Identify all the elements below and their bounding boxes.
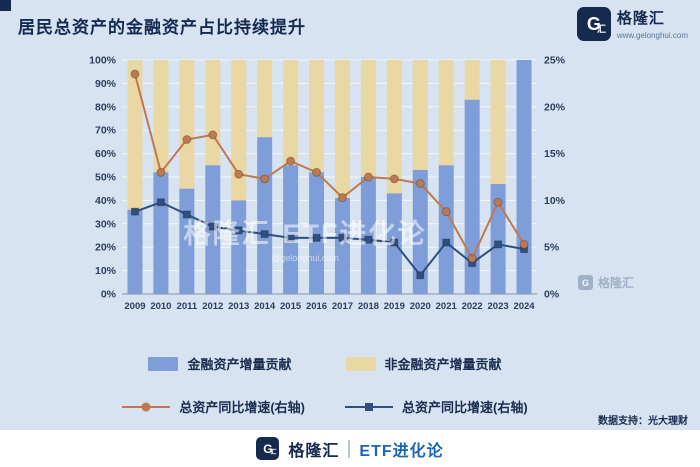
corner-watermark: G 格隆汇: [578, 274, 634, 291]
legend-label-total-growth: 总资产同比增速(右轴): [179, 400, 305, 415]
footer-logo-icon: G 汇: [256, 437, 280, 460]
svg-text:5%: 5%: [544, 242, 560, 254]
legend-swatch-nonfinancial: [345, 356, 376, 371]
svg-text:0%: 0%: [101, 289, 117, 301]
footer-brand-name: 格隆汇: [288, 442, 340, 460]
svg-text:2014: 2014: [254, 301, 276, 312]
svg-text:60%: 60%: [95, 148, 117, 160]
page-title: 居民总资产的金融资产占比持续提升: [18, 18, 306, 37]
svg-text:10%: 10%: [544, 195, 566, 207]
svg-text:0%: 0%: [544, 289, 560, 301]
svg-text:2020: 2020: [410, 301, 431, 312]
svg-text:100%: 100%: [89, 55, 117, 67]
svg-text:2013: 2013: [228, 301, 249, 312]
svg-text:15%: 15%: [544, 148, 566, 160]
logo-char: 汇: [596, 24, 606, 34]
svg-text:20%: 20%: [544, 101, 566, 113]
footer-divider: [348, 439, 351, 458]
svg-text:2017: 2017: [332, 301, 353, 312]
legend-bars: 金融资产增量贡献 非金融资产增量贡献: [85, 354, 565, 373]
svg-text:2018: 2018: [358, 301, 379, 312]
svg-text:90%: 90%: [95, 78, 117, 90]
legend-swatch-financial: [148, 356, 179, 371]
stacked-bar-line-chart: 0% 10% 20% 30% 40% 50% 60% 70% 80% 90% 100% 0% 5% 10%…: [89, 55, 566, 313]
corner-watermark-text: 格隆汇: [598, 276, 635, 290]
svg-text:2015: 2015: [280, 301, 302, 312]
footer-logo-letter: G: [263, 441, 273, 456]
legend-lines: 总资产同比增速(右轴) 总资产同比增速(右轴): [85, 397, 565, 416]
svg-text:2009: 2009: [124, 301, 145, 312]
footer-product-name: ETF进化论: [359, 442, 444, 460]
svg-text:70%: 70%: [95, 125, 117, 137]
brand-url: www.gelonghui.com: [616, 31, 688, 40]
gelonghui-logo-icon: G 汇: [576, 7, 611, 41]
svg-text:2022: 2022: [462, 301, 483, 312]
legend-item-total-growth-2: 总资产同比增速(右轴): [345, 397, 528, 416]
brand-text: 格隆汇 www.gelonghui.com: [617, 7, 688, 40]
brand-name: 格隆汇: [616, 10, 665, 27]
svg-text:2024: 2024: [513, 301, 535, 312]
logo-letter: G: [586, 13, 601, 34]
svg-text:2023: 2023: [488, 301, 509, 312]
corner-decoration: [0, 0, 11, 11]
svg-text:2012: 2012: [202, 301, 223, 312]
brand-header: G 汇 格隆汇 www.gelonghui.com: [576, 7, 688, 41]
chart-area: 0% 10% 20% 30% 40% 50% 60% 70% 80% 90% 100% 0% 5% 10%…: [75, 50, 585, 322]
svg-text:25%: 25%: [544, 55, 566, 67]
legend-item-nonfinancial: 非金融资产增量贡献: [345, 354, 502, 373]
legend-label-financial: 金融资产增量贡献: [187, 357, 292, 372]
legend-item-total-growth: 总资产同比增速(右轴): [122, 397, 305, 416]
svg-text:2011: 2011: [177, 301, 198, 312]
svg-text:2021: 2021: [436, 301, 458, 312]
svg-text:10%: 10%: [95, 265, 117, 277]
legend-swatch-navy-line: [345, 402, 393, 411]
legend-label-nonfinancial: 非金融资产增量贡献: [384, 357, 502, 372]
svg-text:20%: 20%: [95, 242, 117, 254]
svg-text:40%: 40%: [95, 195, 117, 207]
legend-item-financial: 金融资产增量贡献: [148, 354, 292, 373]
legend-swatch-orange-line: [122, 402, 171, 411]
data-source-note: 数据支持：光大理财: [598, 416, 688, 427]
footer-bar: G 汇 格隆汇 ETF进化论: [0, 430, 700, 467]
svg-text:2010: 2010: [150, 301, 171, 312]
svg-text:2016: 2016: [306, 301, 327, 312]
legend-label-total-growth-2: 总资产同比增速(右轴): [402, 400, 528, 415]
footer-logo-char: 汇: [270, 450, 277, 456]
svg-text:30%: 30%: [95, 218, 117, 230]
svg-text:2019: 2019: [384, 301, 405, 312]
svg-text:50%: 50%: [95, 172, 117, 184]
svg-text:80%: 80%: [95, 101, 117, 113]
